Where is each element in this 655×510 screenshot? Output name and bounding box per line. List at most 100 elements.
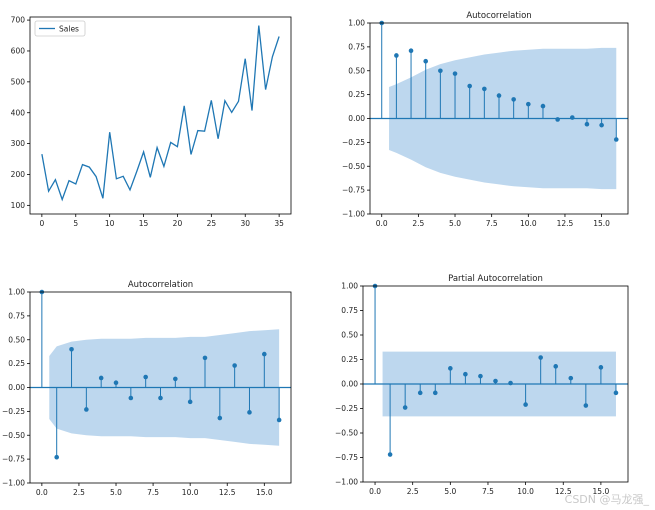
y-tick-label: −0.25 (335, 404, 358, 413)
x-tick-label: 5 (73, 219, 78, 228)
y-tick-label: 0.25 (341, 355, 358, 364)
x-tick-label: 12.5 (557, 219, 574, 228)
stem-marker-lag-5 (113, 380, 119, 386)
y-tick-label: −1.00 (2, 479, 25, 488)
stem-marker-lag-6 (463, 371, 468, 377)
stem-marker-lag-2 (69, 347, 74, 352)
stem-marker-lag-2 (402, 405, 408, 410)
stem-marker-lag-16 (613, 390, 619, 396)
stem-marker-lag-11 (538, 355, 543, 360)
stem-marker-lag-15 (598, 365, 604, 370)
y-tick-label: 0.50 (348, 66, 365, 75)
x-tick-label: 7.5 (482, 487, 494, 496)
stem-marker-lag-9 (511, 97, 516, 102)
legend-box (34, 20, 86, 37)
stem-marker-lag-14 (583, 403, 589, 408)
y-tick-label: 700 (11, 16, 26, 25)
stem-marker-lag-4 (98, 375, 104, 381)
x-tick-label: 0.0 (36, 488, 48, 497)
y-tick-label: 0.75 (8, 311, 25, 320)
stem-marker-lag-14 (584, 121, 590, 127)
y-tick-label: 0.25 (8, 359, 25, 368)
stem-marker-lag-9 (173, 376, 178, 382)
stem-marker-lag-8 (496, 93, 502, 98)
x-tick-label: 7.5 (486, 219, 498, 228)
y-tick-label: 0.50 (341, 331, 358, 340)
chart-title: Partial Autocorrelation (448, 274, 543, 284)
x-tick-label: 35 (274, 219, 284, 228)
y-tick-label: 1.00 (8, 288, 25, 297)
stem-marker-lag-7 (143, 374, 148, 380)
y-tick-label: −1.00 (335, 478, 358, 487)
stem-marker-lag-16 (613, 137, 619, 142)
subplot-2: Autocorrelation 0.0 2.5 5.0 7.5 10.0 12.5 15.0 −… (342, 11, 629, 228)
stem-marker-lag-16 (276, 417, 282, 423)
watermark: CSDN @马龙强_ (564, 493, 649, 506)
y-tick-label: 0.00 (8, 383, 25, 392)
y-tick-label: −0.75 (342, 186, 365, 195)
y-tick-label: 100 (11, 201, 26, 210)
stem-marker-lag-12 (217, 415, 223, 421)
y-tick-label: 600 (11, 47, 26, 56)
stem-marker-lag-15 (599, 122, 604, 128)
x-tick-label: 20 (173, 219, 183, 228)
stem-marker-lag-2 (408, 48, 414, 53)
x-tick-label: 12.5 (555, 487, 572, 496)
stem-marker-lag-13 (568, 375, 574, 381)
y-tick-label: 500 (11, 77, 26, 86)
subplot-4: Partial Autocorrelation 0.0 2.5 5.0 7.5 10.0 1… (335, 274, 629, 496)
x-tick-label: 2.5 (412, 219, 424, 228)
axes-frame (29, 16, 292, 215)
y-tick-label: −0.50 (335, 429, 358, 438)
stem-marker-lag-10 (187, 399, 193, 405)
y-tick-label: −0.75 (2, 455, 25, 464)
stem-marker-lag-4 (432, 390, 438, 396)
stem-marker-lag-3 (84, 407, 89, 412)
y-tick-label: −0.50 (2, 431, 25, 440)
y-tick-label: 0.00 (348, 114, 365, 123)
x-tick-label: 15.0 (593, 487, 610, 496)
y-tick-label: 0.00 (341, 380, 358, 389)
stem-marker-lag-5 (452, 71, 458, 76)
stem-marker-lag-5 (448, 366, 453, 371)
y-tick-label: −0.75 (335, 453, 358, 462)
stem-marker-lag-15 (262, 351, 267, 357)
x-tick-label: 2.5 (73, 488, 85, 497)
x-tick-label: 0 (39, 219, 44, 228)
y-tick-label: 1.00 (348, 19, 365, 28)
x-tick-label: 5.0 (110, 488, 122, 497)
x-tick-label: 5.0 (449, 219, 461, 228)
stem-marker-lag-1 (54, 454, 59, 460)
stem-marker-lag-3 (423, 58, 429, 64)
stem-marker-lag-10 (526, 101, 531, 107)
stem-marker-lag-1 (394, 53, 399, 58)
x-tick-label: 5.0 (444, 487, 456, 496)
chart-title: Autocorrelation (466, 11, 531, 21)
y-tick-label: 1.00 (341, 282, 358, 291)
stem-marker-lag-11 (540, 103, 546, 109)
y-tick-label: 0.50 (8, 335, 25, 344)
y-tick-label: 0.25 (348, 90, 365, 99)
chart-title: Autocorrelation (128, 280, 193, 290)
stem-marker-lag-9 (508, 380, 513, 386)
x-tick-label: 30 (240, 219, 250, 228)
stem-marker-lag-6 (467, 83, 472, 89)
stem-marker-lag-6 (128, 395, 134, 401)
x-tick-label: 0.0 (376, 219, 388, 228)
x-tick-label: 25 (207, 219, 217, 228)
stem-marker-lag-7 (478, 373, 483, 379)
y-tick-label: 0.75 (341, 306, 358, 315)
stem-marker-lag-11 (202, 355, 208, 361)
legend-label: Sales (59, 25, 79, 34)
x-tick-label: 12.5 (219, 488, 236, 497)
stem-marker-lag-13 (232, 363, 237, 368)
x-tick-label: 0.0 (369, 487, 381, 496)
stem-marker-lag-1 (387, 452, 393, 457)
x-tick-label: 10 (105, 219, 115, 228)
y-tick-label: −0.25 (2, 407, 25, 416)
y-tick-label: −0.50 (342, 162, 365, 171)
stem-marker-lag-12 (555, 117, 560, 122)
y-tick-label: 300 (11, 139, 26, 148)
stem-marker-lag-4 (438, 68, 443, 74)
